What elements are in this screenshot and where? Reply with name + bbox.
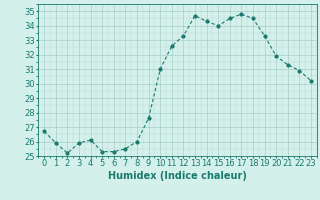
X-axis label: Humidex (Indice chaleur): Humidex (Indice chaleur) xyxy=(108,171,247,181)
